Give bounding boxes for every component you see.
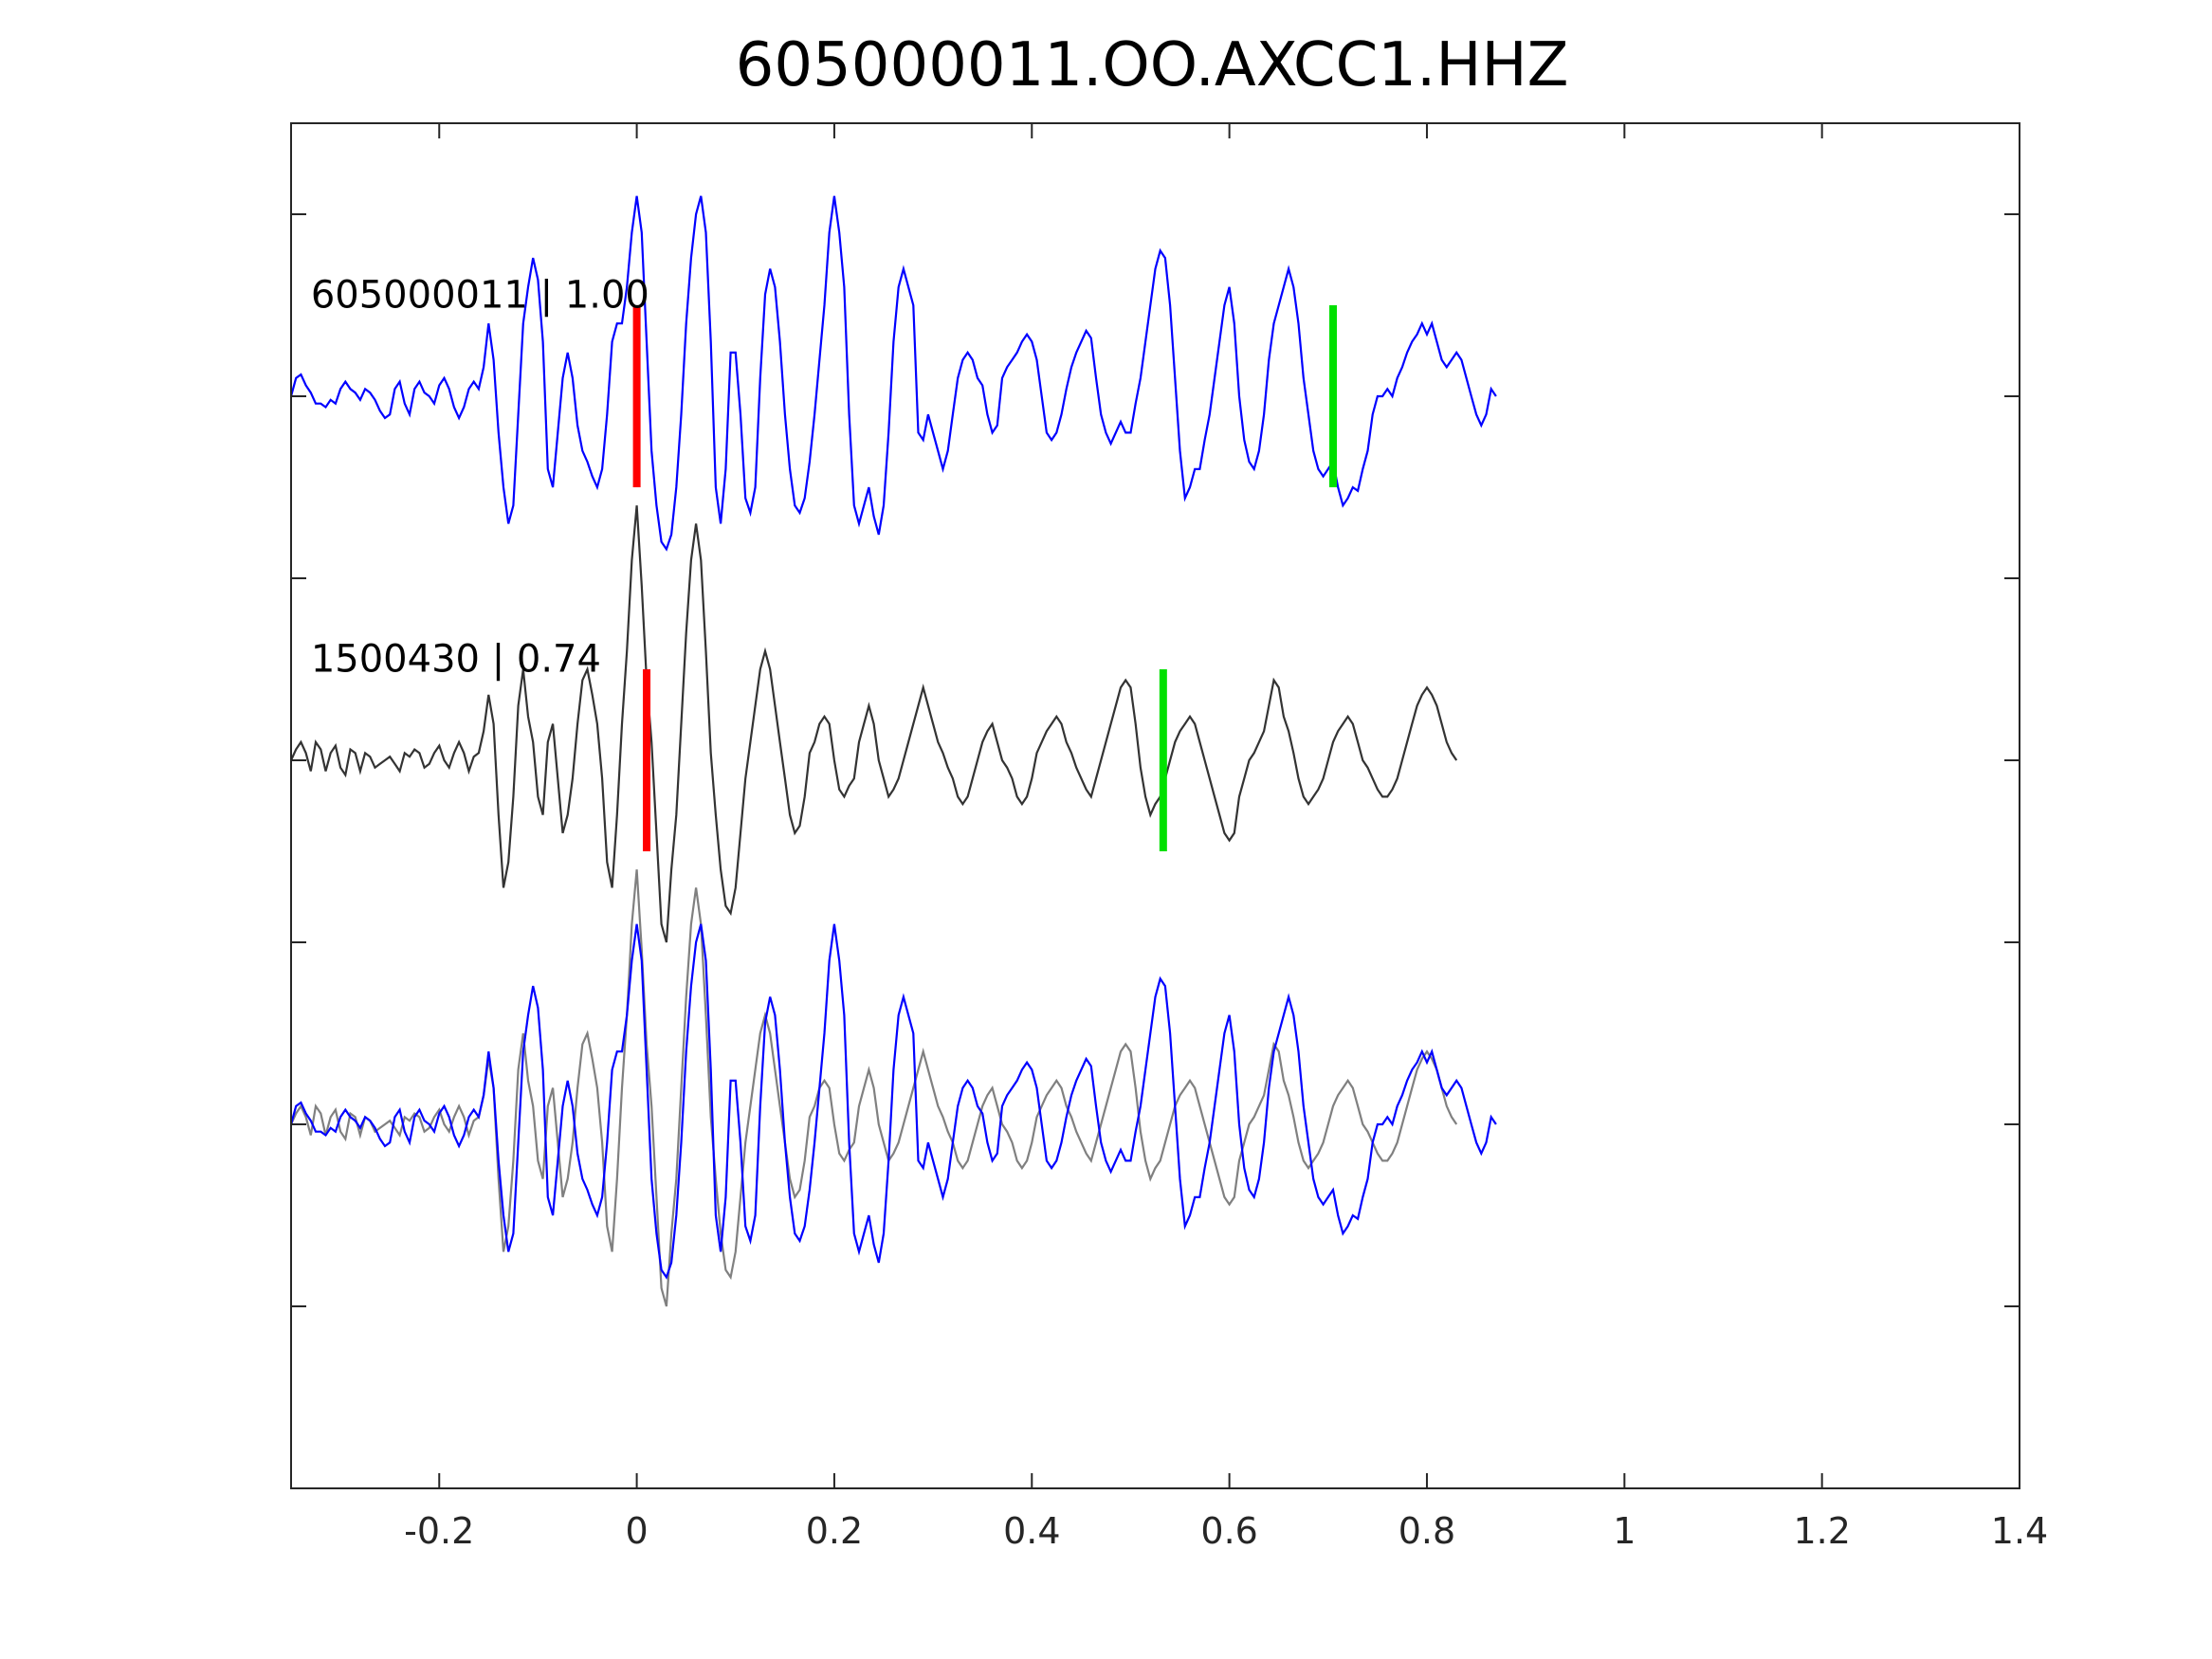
x-tick-label: 1.2 bbox=[1793, 1510, 1850, 1552]
axes: -0.2 0 0.2 0.4 0.6 0.8 1 1.2 1.4 bbox=[290, 122, 2048, 1552]
axes-frame bbox=[290, 122, 2020, 1489]
x-tick-label: -0.2 bbox=[404, 1510, 474, 1552]
trace-labels: 605000011 | 1.00 1500430 | 0.74 bbox=[311, 273, 649, 681]
chart-title: 605000011.OO.AXCC1.HHZ bbox=[736, 30, 1569, 100]
x-tick-label: 1 bbox=[1613, 1510, 1636, 1552]
plot-area bbox=[289, 195, 1497, 1307]
x-tick-label: 0 bbox=[626, 1510, 649, 1552]
series-line-605000011 bbox=[289, 195, 1497, 552]
overlay-line-605000011 bbox=[289, 923, 1497, 1280]
x-tick-label: 0.8 bbox=[1398, 1510, 1455, 1552]
series-line-1500430 bbox=[289, 505, 1458, 943]
trace-label-1: 1500430 | 0.74 bbox=[311, 637, 601, 681]
x-tick-label: 0.2 bbox=[806, 1510, 863, 1552]
x-tick-label: 1.4 bbox=[1991, 1510, 2048, 1552]
x-tick-label: 0.6 bbox=[1200, 1510, 1257, 1552]
trace-label-0: 605000011 | 1.00 bbox=[311, 273, 649, 317]
x-tick-label: 0.4 bbox=[1003, 1510, 1060, 1552]
